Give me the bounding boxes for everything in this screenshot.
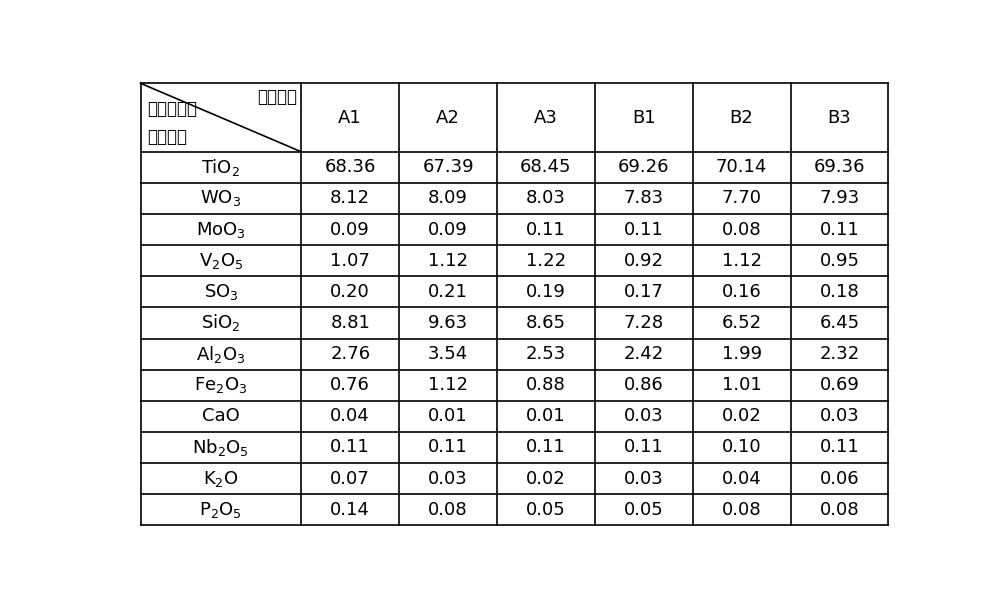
Text: 2.76: 2.76 [330,345,370,363]
Text: 0.01: 0.01 [428,407,468,425]
Text: 3.54: 3.54 [428,345,468,363]
Text: K$_2$O: K$_2$O [203,469,239,489]
Text: 0.10: 0.10 [722,438,761,456]
Text: 1.99: 1.99 [722,345,762,363]
Text: 0.11: 0.11 [526,221,566,239]
Text: 化学物质: 化学物质 [147,128,187,147]
Text: 1.12: 1.12 [428,252,468,270]
Text: SO$_3$: SO$_3$ [204,282,238,302]
Text: Fe$_2$O$_3$: Fe$_2$O$_3$ [194,375,248,395]
Text: 7.28: 7.28 [624,314,664,332]
Text: 0.06: 0.06 [820,469,859,487]
Text: 0.01: 0.01 [526,407,566,425]
Text: 68.45: 68.45 [520,158,572,176]
Text: 0.11: 0.11 [624,221,664,239]
Text: 8.03: 8.03 [526,190,566,208]
Text: A3: A3 [534,108,558,127]
Text: 9.63: 9.63 [428,314,468,332]
Text: 0.76: 0.76 [330,376,370,394]
Text: 0.03: 0.03 [428,469,468,487]
Text: 0.05: 0.05 [624,501,664,518]
Text: WO$_3$: WO$_3$ [200,188,241,209]
Text: 0.20: 0.20 [330,283,370,301]
Text: 8.81: 8.81 [330,314,370,332]
Text: 7.93: 7.93 [819,190,860,208]
Text: 0.19: 0.19 [526,283,566,301]
Text: 6.52: 6.52 [722,314,762,332]
Text: 8.12: 8.12 [330,190,370,208]
Text: 0.18: 0.18 [820,283,859,301]
Text: 0.21: 0.21 [428,283,468,301]
Text: 1.07: 1.07 [330,252,370,270]
Text: 0.14: 0.14 [330,501,370,518]
Text: 0.03: 0.03 [820,407,859,425]
Text: 69.26: 69.26 [618,158,670,176]
Text: 0.08: 0.08 [820,501,859,518]
Text: 2.32: 2.32 [819,345,860,363]
Text: 0.02: 0.02 [722,407,761,425]
Text: TiO$_2$: TiO$_2$ [201,157,240,178]
Text: 0.09: 0.09 [330,221,370,239]
Text: 0.07: 0.07 [330,469,370,487]
Text: 1.22: 1.22 [526,252,566,270]
Text: 再生清洗后: 再生清洗后 [147,100,197,118]
Text: 7.83: 7.83 [624,190,664,208]
Text: 0.69: 0.69 [820,376,859,394]
Text: 0.11: 0.11 [820,221,859,239]
Text: 0.11: 0.11 [330,438,370,456]
Text: 70.14: 70.14 [716,158,767,176]
Text: 67.39: 67.39 [422,158,474,176]
Text: B1: B1 [632,108,656,127]
Text: Nb$_2$O$_5$: Nb$_2$O$_5$ [192,437,249,458]
Text: 0.08: 0.08 [722,501,761,518]
Text: 2.53: 2.53 [526,345,566,363]
Text: Al$_2$O$_3$: Al$_2$O$_3$ [196,344,246,365]
Text: 8.65: 8.65 [526,314,566,332]
Text: 0.11: 0.11 [526,438,566,456]
Text: 0.11: 0.11 [428,438,468,456]
Text: 0.02: 0.02 [526,469,566,487]
Text: 1.12: 1.12 [428,376,468,394]
Text: 1.12: 1.12 [722,252,762,270]
Text: 0.86: 0.86 [624,376,664,394]
Text: A1: A1 [338,108,362,127]
Text: CaO: CaO [202,407,240,425]
Text: 0.11: 0.11 [624,438,664,456]
Text: 0.04: 0.04 [722,469,761,487]
Text: A2: A2 [436,108,460,127]
Text: B2: B2 [730,108,753,127]
Text: B3: B3 [828,108,851,127]
Text: 样品名称: 样品名称 [257,88,297,106]
Text: 0.11: 0.11 [820,438,859,456]
Text: 0.88: 0.88 [526,376,566,394]
Text: 0.05: 0.05 [526,501,566,518]
Text: 0.95: 0.95 [819,252,859,270]
Text: MoO$_3$: MoO$_3$ [196,219,246,240]
Text: 0.08: 0.08 [428,501,468,518]
Text: 7.70: 7.70 [722,190,762,208]
Text: 0.04: 0.04 [330,407,370,425]
Text: 8.09: 8.09 [428,190,468,208]
Text: 0.03: 0.03 [624,469,664,487]
Text: 1.01: 1.01 [722,376,761,394]
Text: 68.36: 68.36 [325,158,376,176]
Text: P$_2$O$_5$: P$_2$O$_5$ [199,500,242,520]
Text: 0.92: 0.92 [624,252,664,270]
Text: 69.36: 69.36 [814,158,865,176]
Text: 0.09: 0.09 [428,221,468,239]
Text: 0.16: 0.16 [722,283,761,301]
Text: V$_2$O$_5$: V$_2$O$_5$ [199,251,243,271]
Text: 0.03: 0.03 [624,407,664,425]
Text: 0.08: 0.08 [722,221,761,239]
Text: 0.17: 0.17 [624,283,664,301]
Text: SiO$_2$: SiO$_2$ [201,313,241,334]
Text: 2.42: 2.42 [624,345,664,363]
Text: 6.45: 6.45 [819,314,860,332]
